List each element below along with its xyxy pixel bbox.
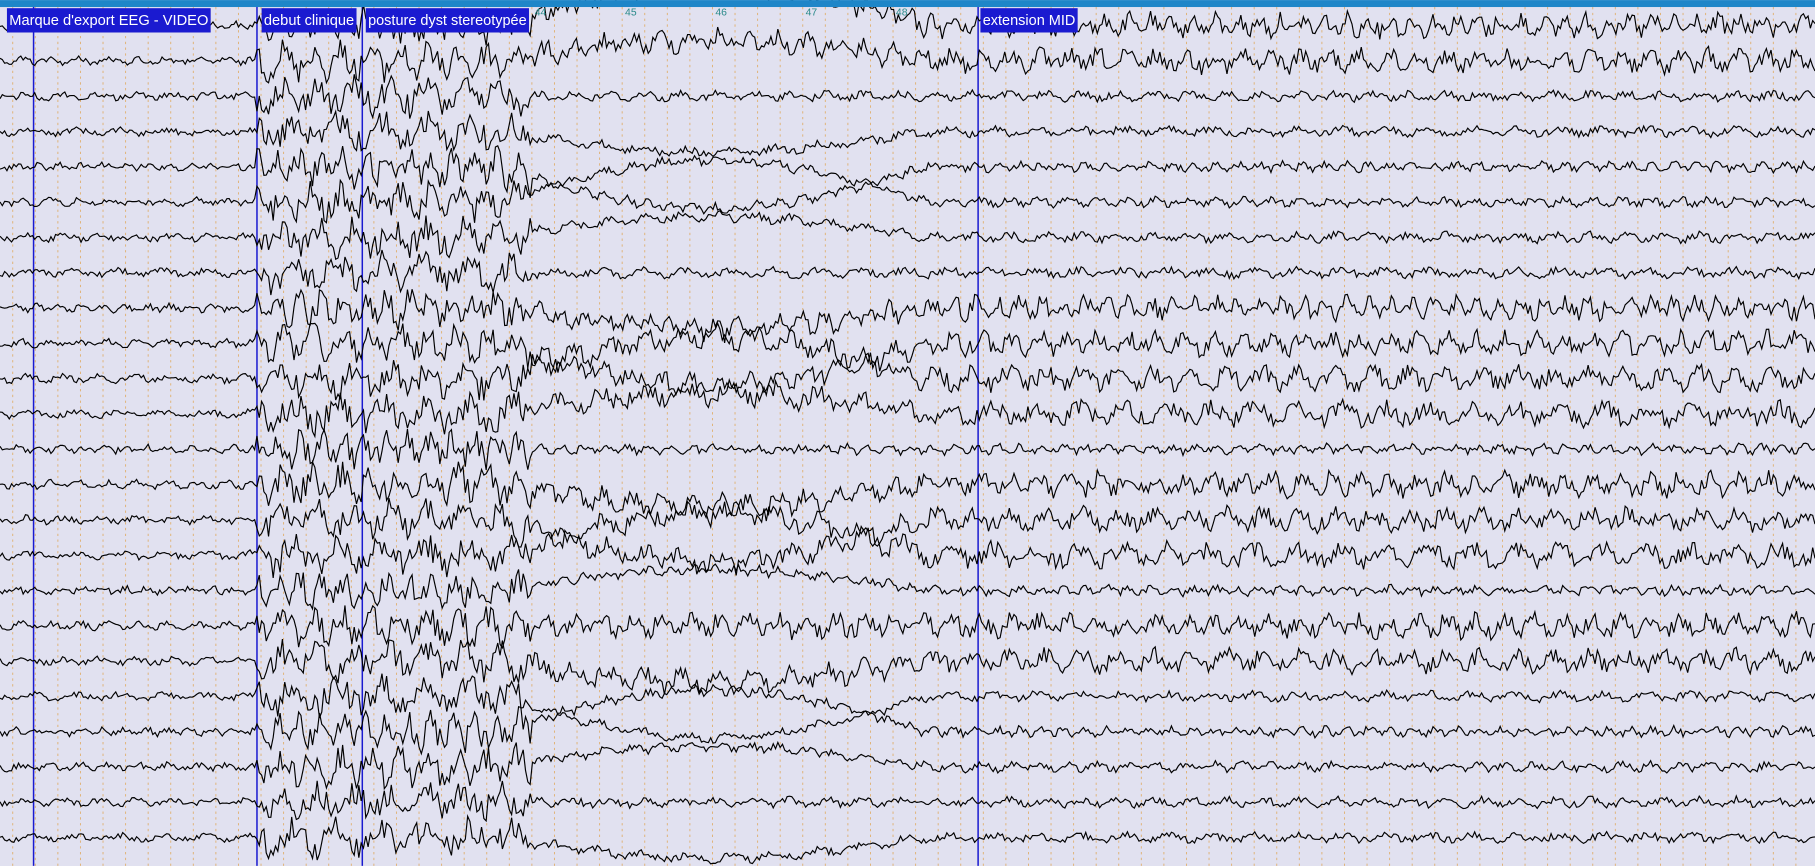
eeg-viewer: Marque d'export EEG - VIDEO debut cliniqu…: [0, 0, 1815, 866]
time-label: 47: [806, 8, 818, 19]
marker-label: posture dyst stereotypée: [368, 12, 527, 29]
marker-label: extension MID: [983, 12, 1076, 29]
marker-label: debut clinique: [264, 12, 354, 29]
time-bar: [0, 0, 1815, 7]
marker-label: Marque d'export EEG - VIDEO: [9, 12, 208, 29]
time-label: 44: [535, 8, 547, 19]
time-label: 45: [625, 8, 637, 19]
time-label: 48: [896, 8, 908, 19]
page: {"markers": [ {"label": "Marque d'export…: [0, 0, 1815, 866]
time-label: 46: [715, 8, 727, 19]
